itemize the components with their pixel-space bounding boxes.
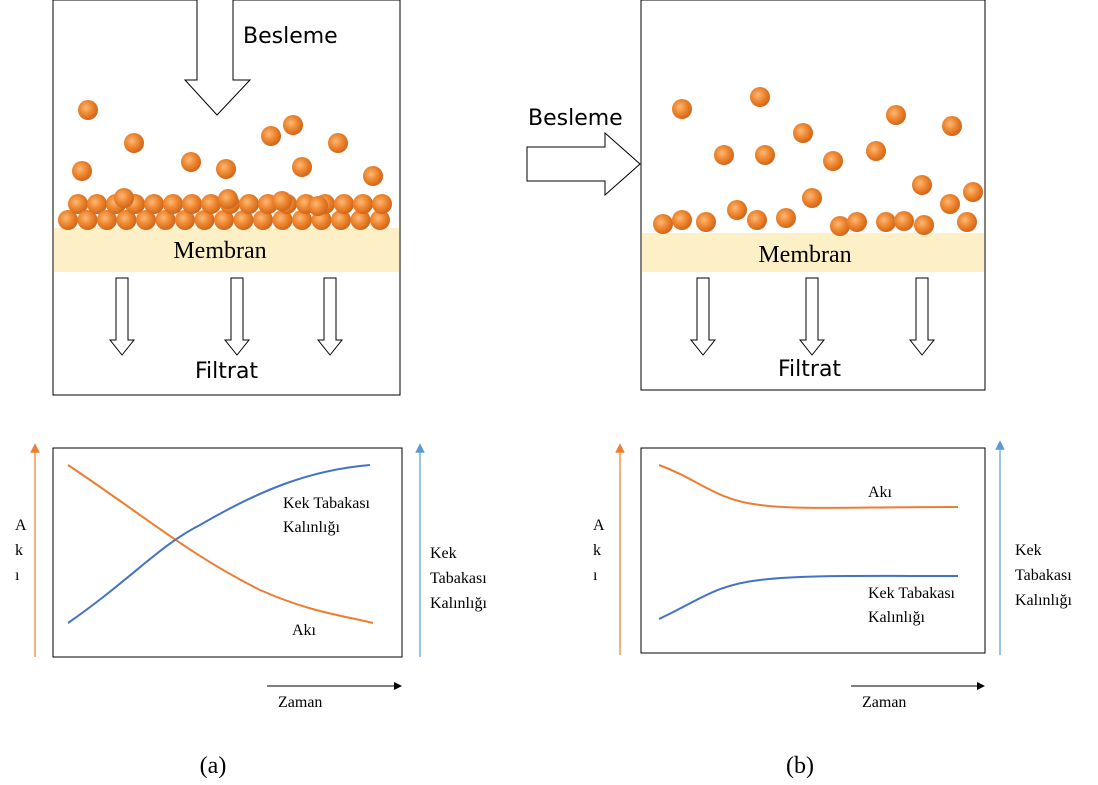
particle	[912, 175, 932, 195]
cake-axis-label: Tabakası	[430, 570, 487, 587]
particle	[914, 215, 934, 235]
particle	[755, 145, 775, 165]
particle	[847, 212, 867, 232]
particle	[261, 126, 281, 146]
cake-curve-label: Kek Tabakası	[868, 585, 956, 602]
particle	[750, 87, 770, 107]
particle	[876, 212, 896, 232]
particle	[802, 188, 822, 208]
feed-arrow	[527, 133, 640, 195]
cake-axis-label: Kek	[430, 545, 457, 562]
particle	[714, 145, 734, 165]
particle	[886, 105, 906, 125]
cake-axis-label: Kalınlığı	[1015, 592, 1072, 609]
particle	[363, 166, 383, 186]
time-axis-label: Zaman	[862, 694, 906, 711]
flux-curve-label: Akı	[868, 484, 893, 501]
particle	[372, 194, 392, 214]
particle	[216, 159, 236, 179]
membrane-label: Membran	[173, 238, 266, 264]
particle	[672, 99, 692, 119]
particle	[823, 151, 843, 171]
particle	[957, 212, 977, 232]
particle	[963, 182, 983, 202]
particle	[353, 194, 373, 214]
particle	[830, 216, 850, 236]
particle	[163, 194, 183, 214]
particle	[793, 123, 813, 143]
particle	[144, 194, 164, 214]
particle	[272, 191, 292, 211]
filtrate-label: Filtrat	[195, 359, 258, 384]
particle	[283, 115, 303, 135]
particle	[672, 210, 692, 230]
cake-curve-label: Kek Tabakası	[283, 495, 371, 512]
particle	[942, 116, 962, 136]
particle	[866, 141, 886, 161]
panel-a: Membran Besleme Filtrat A k ı Kek Tabaka…	[15, 0, 487, 779]
cake-curve-label: Kalınlığı	[283, 519, 340, 536]
flux-axis-label: k	[593, 542, 601, 559]
particle	[292, 157, 312, 177]
particle	[239, 194, 259, 214]
particle	[940, 194, 960, 214]
particle	[776, 208, 796, 228]
panel-label: (a)	[200, 753, 227, 779]
flux-curve-label: Akı	[292, 622, 317, 639]
particle	[124, 133, 144, 153]
feed-label: Besleme	[528, 106, 623, 131]
particle	[182, 194, 202, 214]
particle	[201, 194, 221, 214]
filtrate-label: Filtrat	[778, 357, 841, 382]
particle	[727, 200, 747, 220]
particle	[653, 214, 673, 234]
flux-axis-label: ı	[593, 567, 598, 584]
panel-b: Membran Besleme Filtrat A k ı Kek Tabaka…	[527, 0, 1072, 779]
time-axis-label: Zaman	[278, 694, 322, 711]
particle	[218, 189, 238, 209]
particle	[328, 133, 348, 153]
flux-axis-label: A	[15, 517, 27, 534]
flux-axis-label: k	[15, 542, 23, 559]
particle	[72, 161, 92, 181]
diagram: Membran Besleme Filtrat A k ı Kek Tabaka…	[0, 0, 1098, 785]
panel-label: (b)	[786, 753, 814, 779]
particle	[78, 100, 98, 120]
particle	[334, 194, 354, 214]
flux-axis-label: ı	[15, 567, 20, 584]
graph-frame	[641, 448, 985, 653]
cake-axis-label: Tabakası	[1015, 567, 1072, 584]
feed-label: Besleme	[243, 24, 338, 49]
particle	[114, 188, 134, 208]
particle	[894, 211, 914, 231]
cake-axis-label: Kalınlığı	[430, 595, 487, 612]
particle	[696, 212, 716, 232]
cake-axis-label: Kek	[1015, 542, 1042, 559]
membrane-label: Membran	[758, 242, 851, 268]
cake-curve-label: Kalınlığı	[868, 609, 925, 626]
flux-axis-label: A	[593, 517, 605, 534]
particle	[181, 152, 201, 172]
particle	[308, 196, 328, 216]
graph-frame	[53, 448, 402, 657]
particle	[747, 210, 767, 230]
